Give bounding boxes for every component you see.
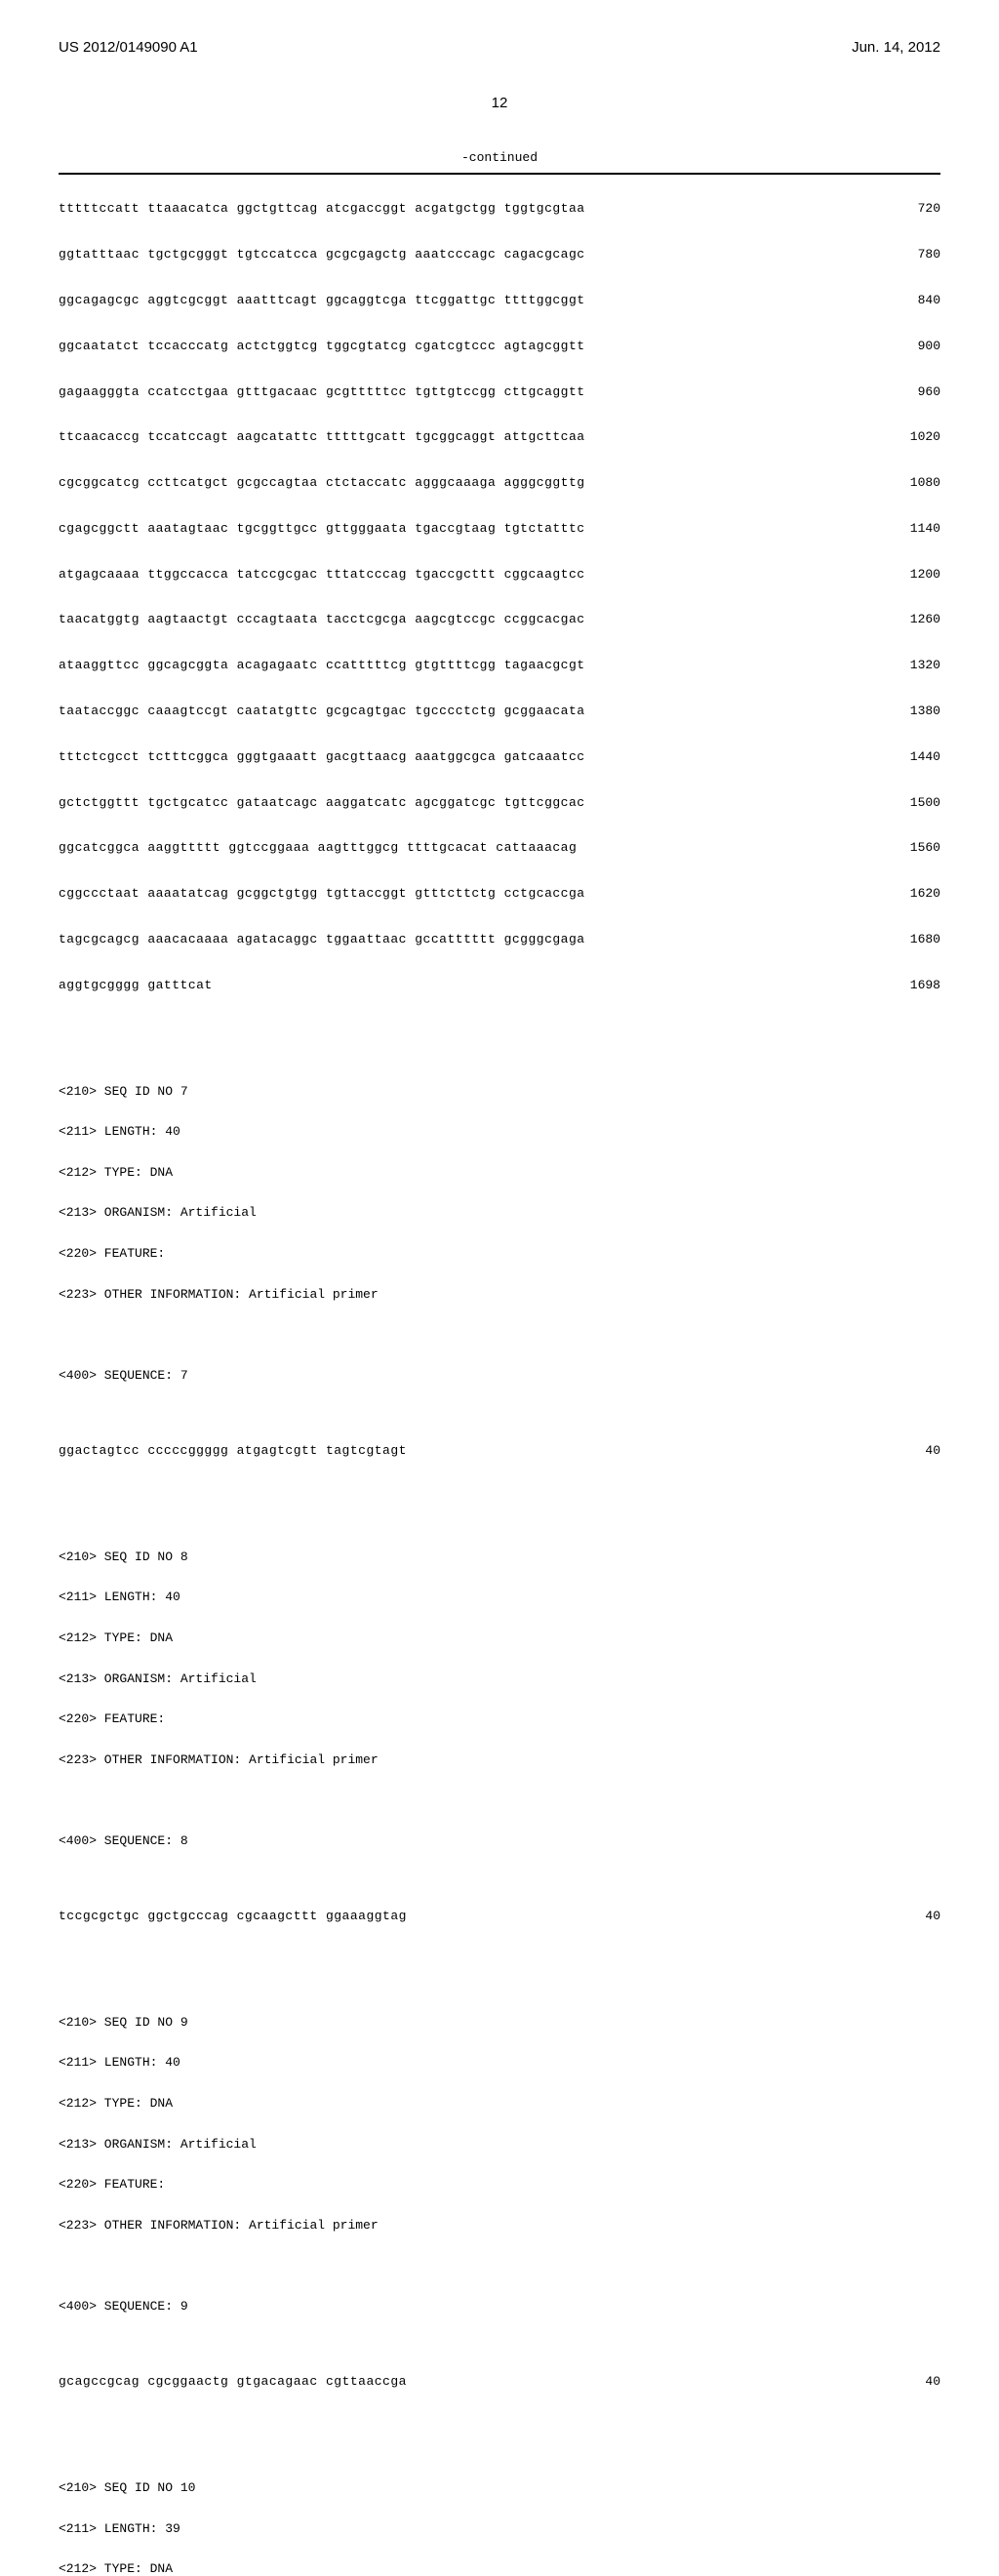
continued-label: -continued [59,150,940,165]
page-header: US 2012/0149090 A1 Jun. 14, 2012 [59,39,940,56]
seq-8-sequence: tccgcgctgc ggctgcccag cgcaagcttt ggaaagg… [59,1905,940,1927]
sequence-line: ttcaacaccg tccatccagt aagcatattc tttttgc… [59,425,940,448]
seq-7-meta: <210> SEQ ID NO 7 <211> LENGTH: 40 <212>… [59,1062,940,1407]
seq-9-meta: <210> SEQ ID NO 9 <211> LENGTH: 40 <212>… [59,1992,940,2338]
sequence-line: ggcaatatct tccacccatg actctggtcg tggcgta… [59,335,940,357]
patent-date: Jun. 14, 2012 [852,39,940,56]
seq-8-meta: <210> SEQ ID NO 8 <211> LENGTH: 40 <212>… [59,1527,940,1872]
seq-10-meta: <210> SEQ ID NO 10 <211> LENGTH: 39 <212… [59,2458,940,2576]
patent-number: US 2012/0149090 A1 [59,39,198,56]
sequence-line: ggcatcggca aaggttttt ggtccggaaa aagtttgg… [59,836,940,859]
sequence-line: gctctggttt tgctgcatcc gataatcagc aaggatc… [59,791,940,814]
sequence-line: cggccctaat aaaatatcag gcggctgtgg tgttacc… [59,882,940,905]
sequence-line: cgcggcatcg ccttcatgct gcgccagtaa ctctacc… [59,471,940,494]
seq-9-sequence: gcagccgcag cgcggaactg gtgacagaac cgttaac… [59,2370,940,2393]
page-number: 12 [59,95,940,111]
sequence-line: ggcagagcgc aggtcgcggt aaatttcagt ggcaggt… [59,289,940,311]
sequence-line: ataaggttcc ggcagcggta acagagaatc ccatttt… [59,654,940,676]
sequence-line: tttttccatt ttaaacatca ggctgttcag atcgacc… [59,197,940,220]
sequence-line: tttctcgcct tctttcggca gggtgaaatt gacgtta… [59,745,940,768]
sequence-line: taacatggtg aagtaactgt cccagtaata tacctcg… [59,608,940,630]
sequence-line: cgagcggctt aaatagtaac tgcggttgcc gttggga… [59,517,940,540]
sequence-listing-block: tttttccatt ttaaacatca ggctgttcag atcgacc… [59,173,940,2576]
sequence-line: tagcgcagcg aaacacaaaa agatacaggc tggaatt… [59,928,940,950]
sequence-line: atgagcaaaa ttggccacca tatccgcgac tttatcc… [59,563,940,585]
sequence-line: gagaagggta ccatcctgaa gtttgacaac gcgtttt… [59,381,940,403]
sequence-line: aggtgcgggg gatttcat1698 [59,974,940,996]
sequence-line: ggtatttaac tgctgcgggt tgtccatcca gcgcgag… [59,243,940,265]
seq-7-sequence: ggactagtcc cccccggggg atgagtcgtt tagtcgt… [59,1439,940,1462]
sequence-line: taataccggc caaagtccgt caatatgttc gcgcagt… [59,700,940,722]
